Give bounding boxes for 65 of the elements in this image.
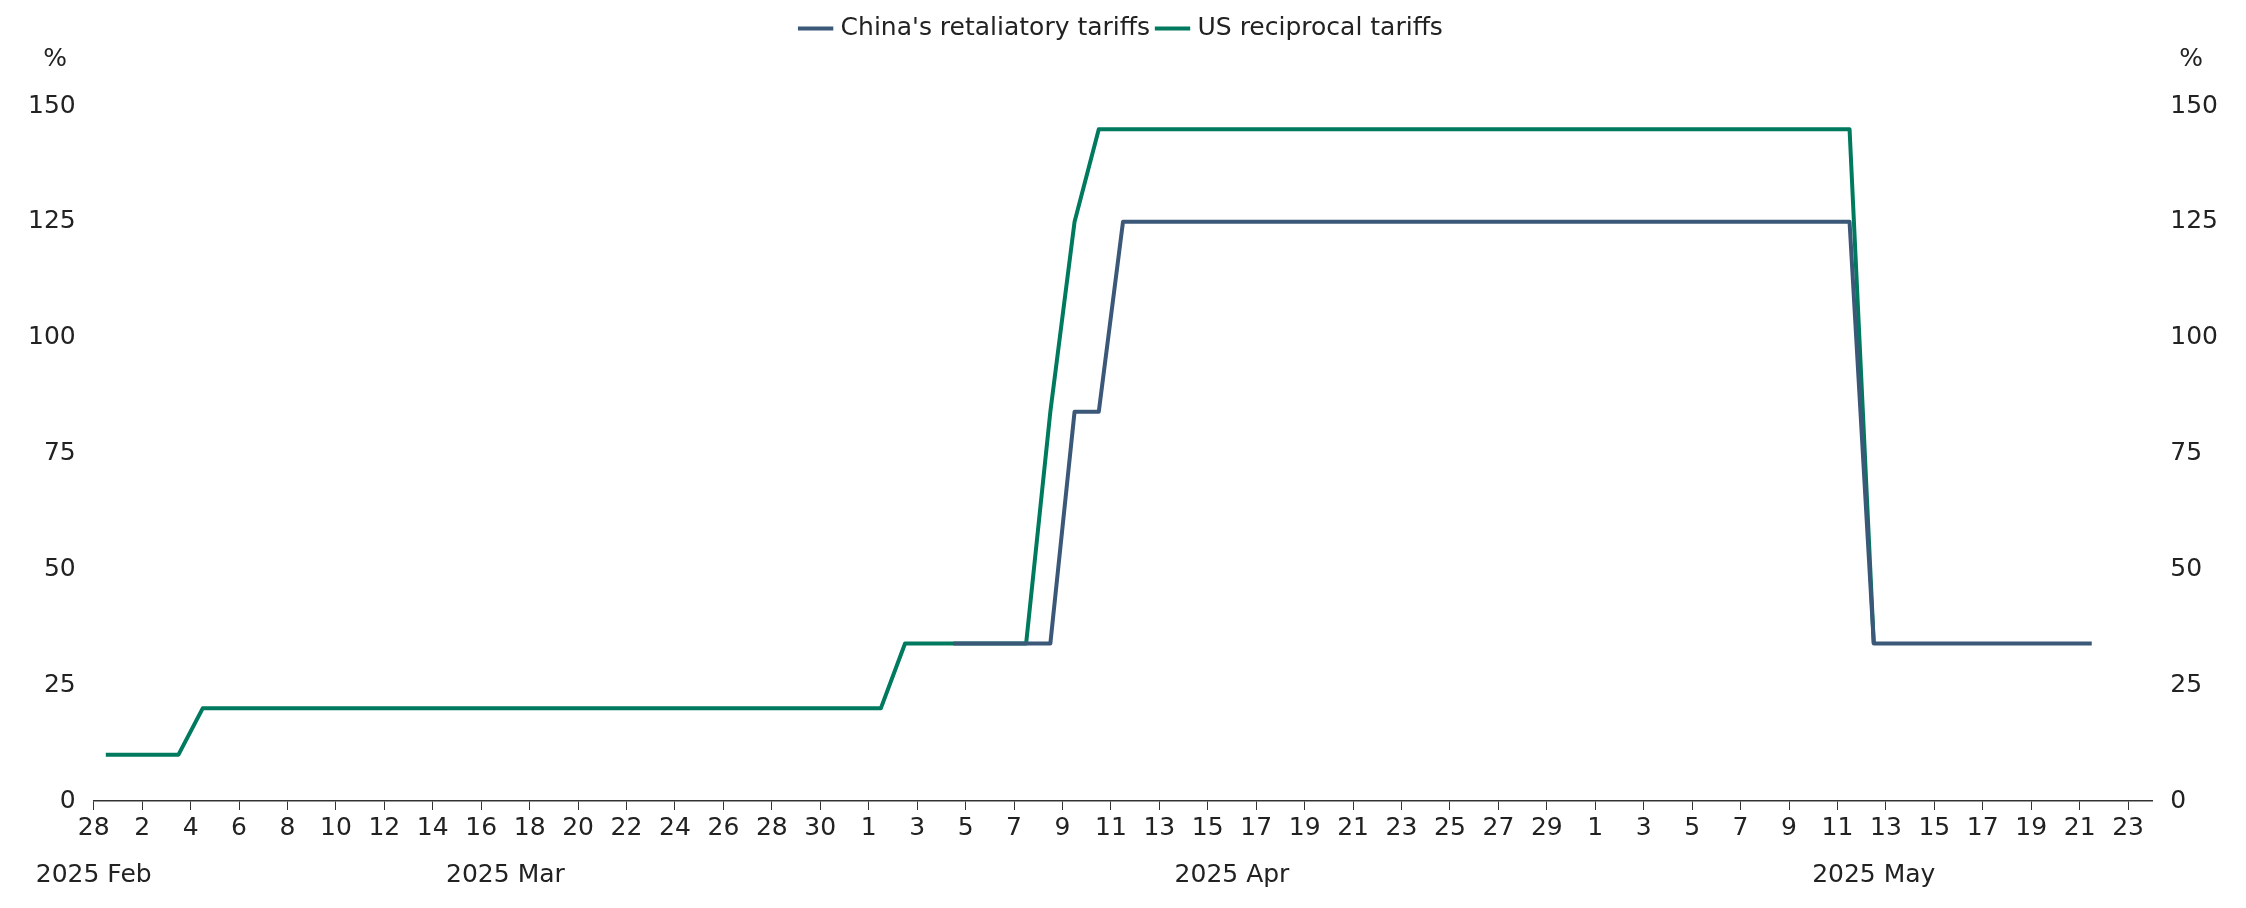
x-tick-label: 30 bbox=[804, 811, 837, 841]
legend-label: US reciprocal tariffs bbox=[1197, 12, 1443, 41]
x-tick-label: 17 bbox=[1966, 811, 1999, 841]
legend-label: China's retaliatory tariffs bbox=[840, 12, 1151, 41]
x-tick-label: 15 bbox=[1918, 811, 1951, 841]
x-tick-label: 28 bbox=[77, 811, 110, 841]
x-tick-label: 5 bbox=[1684, 811, 1701, 841]
x-tick-label: 26 bbox=[707, 811, 740, 841]
x-tick-label: 29 bbox=[1530, 811, 1563, 841]
x2-tick-label: 2025 Feb bbox=[35, 858, 152, 888]
x-tick-label: 23 bbox=[2112, 811, 2144, 841]
x-tick-label: 21 bbox=[2063, 811, 2096, 841]
x-tick-label: 13 bbox=[1869, 811, 1902, 841]
y2-tick-label: 100 bbox=[2170, 321, 2218, 351]
y-tick-label: 100 bbox=[28, 321, 76, 351]
y-tick-label: 125 bbox=[28, 205, 76, 235]
x-tick-label: 9 bbox=[1781, 811, 1797, 841]
x-tick-label: 21 bbox=[1337, 811, 1369, 841]
x-tick-label: 19 bbox=[1288, 811, 1321, 841]
y-axis-title: % bbox=[43, 43, 67, 72]
x2-tick-label: 2025 Apr bbox=[1174, 858, 1291, 888]
x-tick-label: 18 bbox=[513, 811, 546, 841]
x-tick-label: 3 bbox=[909, 811, 926, 841]
x-tick-label: 15 bbox=[1191, 811, 1224, 841]
x-tick-label: 11 bbox=[1821, 811, 1854, 841]
y2-tick-label: 150 bbox=[2170, 89, 2218, 119]
y2-axis-title: % bbox=[2179, 43, 2203, 72]
y2-tick-label: 0 bbox=[2170, 784, 2187, 814]
x-tick-label: 20 bbox=[562, 811, 594, 841]
x-tick-label: 7 bbox=[1006, 811, 1022, 841]
x-tick-label: 9 bbox=[1054, 811, 1071, 841]
x-tick-label: 11 bbox=[1094, 811, 1127, 841]
x-tick-label: 22 bbox=[610, 811, 643, 841]
x-tick-label: 3 bbox=[1635, 811, 1652, 841]
y-tick-label: 50 bbox=[43, 552, 76, 582]
x-tick-label: 2 bbox=[134, 811, 151, 841]
x-tick-label: 12 bbox=[368, 811, 401, 841]
x-tick-label: 14 bbox=[416, 811, 449, 841]
y2-tick-label: 125 bbox=[2170, 205, 2218, 235]
x-tick-label: 8 bbox=[279, 811, 296, 841]
x-tick-label: 27 bbox=[1482, 811, 1515, 841]
x-tick-label: 19 bbox=[2015, 811, 2048, 841]
x-tick-label: 7 bbox=[1732, 811, 1749, 841]
x-tick-label: 6 bbox=[231, 811, 247, 841]
y-tick-label: 0 bbox=[59, 784, 76, 814]
y2-tick-label: 25 bbox=[2170, 668, 2203, 698]
y-tick-label: 25 bbox=[43, 668, 76, 698]
x2-tick-label: 2025 May bbox=[1812, 858, 1936, 888]
x-tick-label: 4 bbox=[182, 811, 199, 841]
x-tick-label: 16 bbox=[465, 811, 498, 841]
y2-tick-label: 50 bbox=[2170, 552, 2203, 582]
x-tick-label: 23 bbox=[1385, 811, 1418, 841]
x-tick-label: 28 bbox=[755, 811, 788, 841]
x-tick-label: 5 bbox=[957, 811, 974, 841]
x-tick-label: 25 bbox=[1434, 811, 1466, 841]
y2-tick-label: 75 bbox=[2170, 437, 2203, 466]
y-tick-label: 150 bbox=[28, 89, 76, 119]
x-tick-label: 24 bbox=[659, 811, 691, 841]
x-tick-label: 13 bbox=[1143, 811, 1176, 841]
x-tick-label: 1 bbox=[860, 811, 877, 841]
x2-tick-label: 2025 Mar bbox=[446, 858, 566, 888]
x-tick-label: 17 bbox=[1240, 811, 1273, 841]
x-tick-label: 10 bbox=[320, 811, 352, 841]
x-tick-label: 1 bbox=[1587, 811, 1604, 841]
y-tick-label: 75 bbox=[43, 437, 76, 466]
